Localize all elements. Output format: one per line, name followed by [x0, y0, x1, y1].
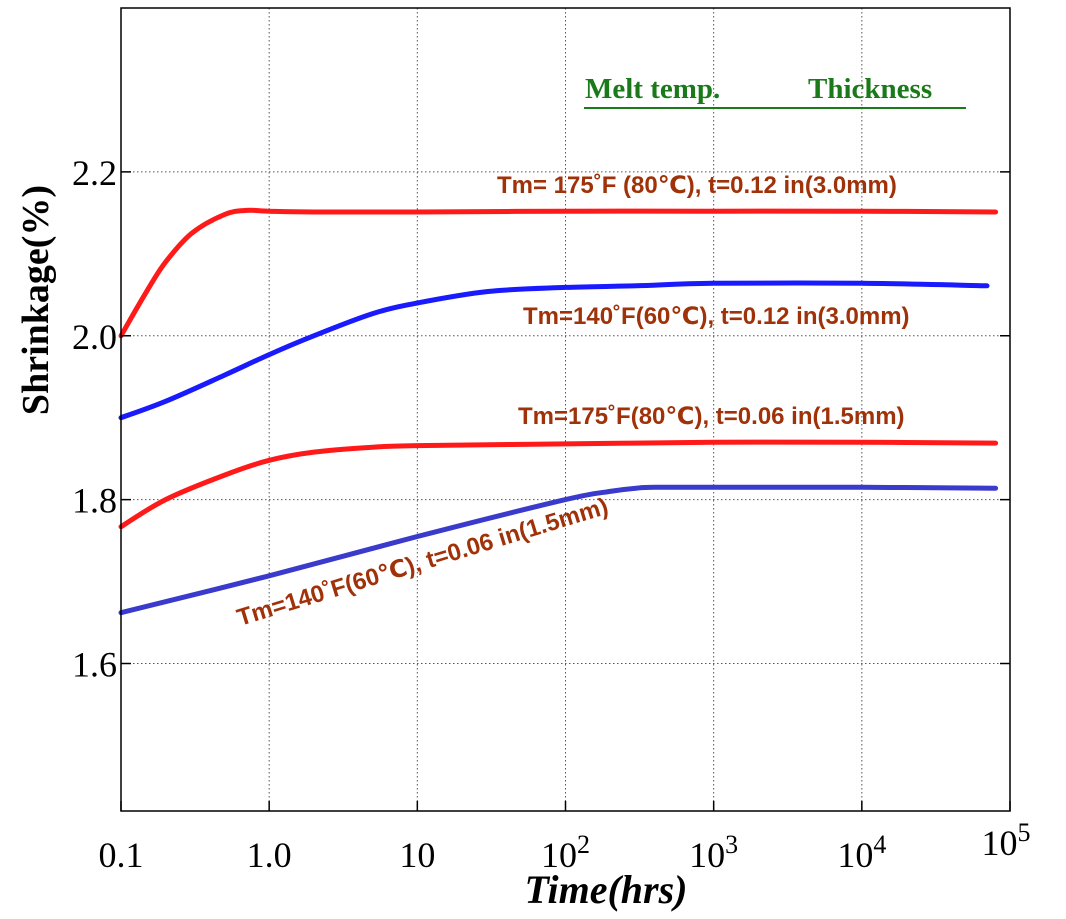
annotation-series-4: Tm=140˚F(60℃), t=0.06 in(1.5mm): [234, 493, 612, 632]
legend-header-melt-temp: Melt temp.: [585, 73, 720, 105]
x-tick-label: 10: [399, 835, 435, 875]
x-tick-label: 105: [982, 818, 1031, 863]
annotation-series-3: Tm=175˚F(80℃), t=0.06 in(1.5mm): [518, 403, 905, 430]
series-line-4: [118, 484, 999, 616]
legend: Melt temp. Thickness: [584, 73, 966, 109]
y-tick-label: 2.0: [72, 317, 117, 357]
x-axis-title: Time(hrs): [525, 867, 688, 912]
y-tick-label: 2.2: [72, 153, 117, 193]
x-tick-label: 104: [837, 830, 886, 875]
legend-header-thickness: Thickness: [808, 73, 932, 105]
series-group: [118, 207, 999, 616]
x-tick-label: 0.1: [99, 835, 144, 875]
y-tick-label: 1.8: [72, 481, 117, 521]
y-axis-title: Shrinkage(%): [15, 185, 57, 415]
series-line-3: [118, 439, 999, 530]
annotation-series-2: Tm=140˚F(60℃), t=0.12 in(3.0mm): [523, 303, 910, 330]
x-tick-label: 103: [689, 830, 738, 875]
y-tick-label: 1.6: [72, 645, 117, 685]
x-tick-label: 1.0: [247, 835, 292, 875]
series-line-1: [118, 207, 999, 339]
series-line-2: [118, 280, 990, 421]
axis-ticks: [120, 171, 1011, 811]
annotation-series-1: Tm= 175˚F (80℃), t=0.12 in(3.0mm): [497, 172, 897, 199]
